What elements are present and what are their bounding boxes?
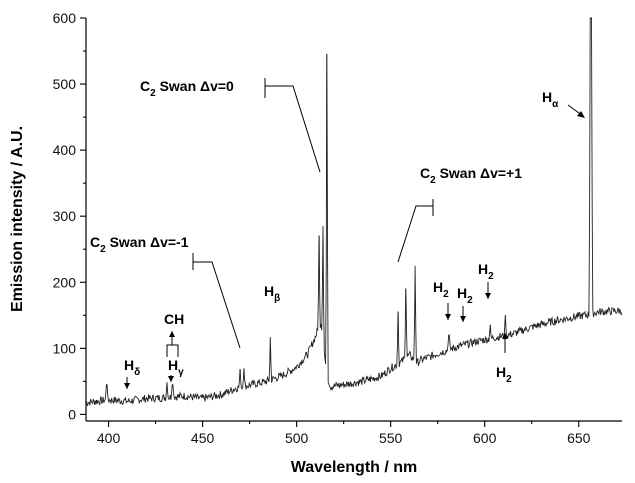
x-tick-label: 400	[97, 430, 121, 446]
arrow-h-gamma-head	[168, 376, 174, 382]
annotation-ch: CH	[164, 311, 184, 327]
annotation-h-beta: Hβ	[264, 283, 280, 304]
arrow-ch-head	[169, 331, 175, 337]
annotation-c2-swan-dv-minus1: C2 Swan Δv=-1	[90, 234, 189, 255]
y-tick-label: 300	[53, 208, 77, 224]
axes	[85, 18, 622, 422]
x-tick-label: 650	[567, 430, 591, 446]
arrow-h-delta-head	[124, 383, 130, 389]
leader-h-alpha-head	[577, 111, 585, 118]
tick-group: 400 450 500 550 600 650 0 100 200 300 400 500 600	[53, 10, 591, 446]
annotation-c2-swan-dv0: C2 Swan Δv=0	[140, 78, 234, 99]
arrow-h2-1-head	[445, 314, 451, 320]
emission-spectrum-line	[85, 17, 623, 407]
x-tick-label: 600	[473, 430, 497, 446]
annotation-h2-4: H2	[496, 364, 512, 385]
leader-c2-swan-dv-minus1	[192, 253, 241, 349]
arrow-h2-2-head	[460, 316, 466, 322]
leader-c2-swan-dv0	[264, 78, 321, 173]
annotation-c2-swan-dv-plus1: C2 Swan Δv=+1	[420, 165, 522, 186]
y-axis-title: Emission intensity / A.U.	[9, 126, 26, 312]
annotation-h2-1: H2	[433, 279, 449, 300]
y-tick-label: 600	[53, 10, 77, 26]
annotation-h-gamma: Hγ	[168, 357, 184, 378]
annotation-h-delta: Hδ	[124, 357, 140, 378]
annotation-h2-2: H2	[457, 285, 473, 306]
annotation-h2-3: H2	[478, 261, 494, 282]
bracket-ch	[166, 344, 179, 357]
x-tick-label: 500	[285, 430, 309, 446]
arrow-h2-4-head	[502, 333, 508, 339]
x-tick-label: 450	[191, 430, 215, 446]
y-tick-label: 100	[53, 340, 77, 356]
x-tick-label: 550	[379, 430, 403, 446]
series-group	[85, 17, 623, 407]
y-tick-label: 200	[53, 274, 77, 290]
y-tick-label: 400	[53, 142, 77, 158]
x-axis-title: Wavelength / nm	[291, 459, 418, 476]
y-tick-label: 0	[68, 406, 76, 422]
leader-c2-swan-dv-plus1	[397, 199, 434, 263]
annotation-group: C2 Swan Δv=0 C2 Swan Δv=+1 C2 Swan Δv=-1 Hα…	[90, 78, 585, 389]
arrow-h2-3-head	[485, 293, 491, 299]
y-tick-label: 500	[53, 76, 77, 92]
annotation-h-alpha: Hα	[542, 89, 559, 110]
